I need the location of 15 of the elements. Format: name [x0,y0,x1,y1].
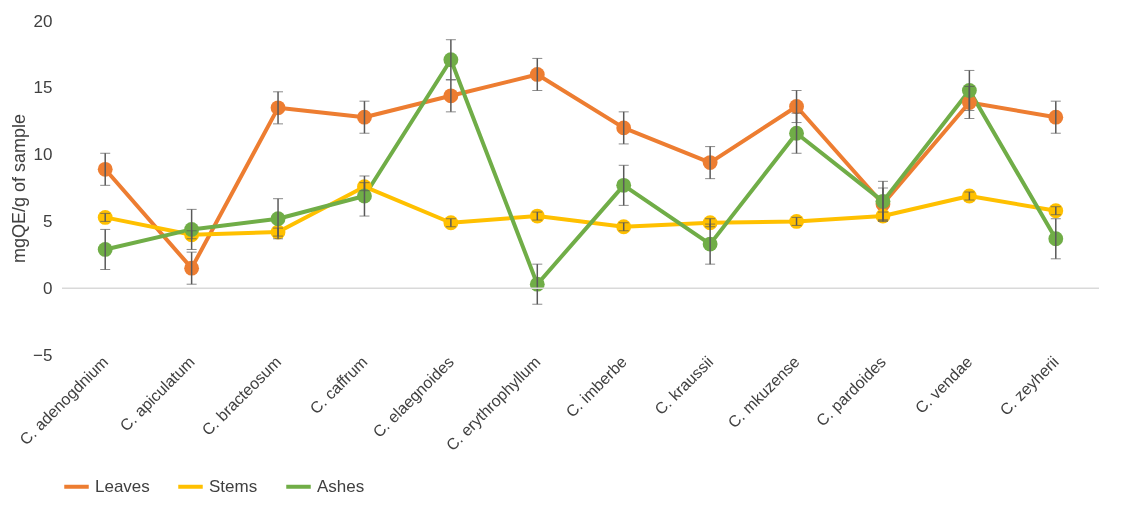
point [616,177,632,193]
y-tick-label: 15 [33,78,53,98]
point [184,260,200,276]
point [357,109,372,125]
y-tick-label: 5 [43,211,53,231]
legend-label: Ashes [317,476,365,496]
y-tick-label: 20 [33,11,53,31]
y-axis-title: mgQE/g of sample [9,113,30,264]
point [616,120,632,136]
legend-label: Stems [209,476,258,496]
point [529,67,545,82]
y-tick-label: 10 [33,145,53,165]
point [789,125,804,141]
y-tick-label: 0 [43,278,53,298]
legend-label: Leaves [95,476,150,496]
